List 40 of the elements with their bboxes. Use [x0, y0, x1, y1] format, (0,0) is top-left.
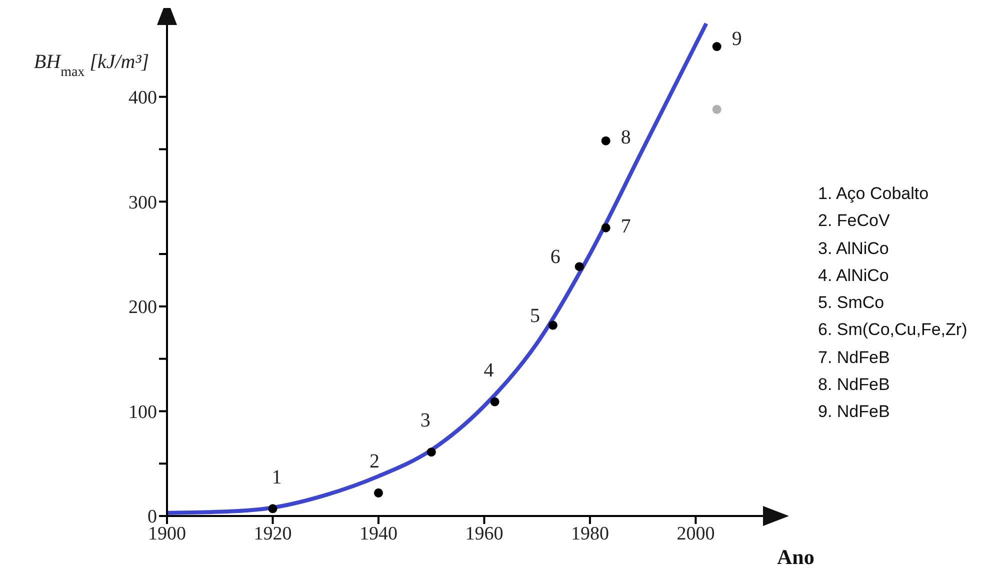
text: 3. AlNiCo — [818, 238, 890, 260]
x-tick-label: 1940 — [359, 523, 398, 544]
annotation: 8 — [620, 126, 631, 148]
y-tick-label: 200 — [128, 297, 157, 318]
annotation: 7 — [620, 215, 631, 238]
x-axis-title: Ano — [777, 545, 814, 568]
text: 7. NdFeB — [818, 346, 891, 369]
text: 1. Aço Cobalto — [818, 183, 930, 205]
annotation: 2 — [369, 450, 380, 473]
point — [374, 488, 383, 498]
point — [268, 504, 278, 514]
point — [601, 223, 610, 232]
point — [574, 262, 584, 272]
annotation: 1 — [272, 466, 282, 488]
y-tick-label: 100 — [128, 402, 157, 423]
x-tick-label: 1960 — [465, 523, 504, 544]
y-tick-label: 400 — [128, 88, 157, 109]
text: 2. FeCoV — [818, 210, 891, 232]
text: 8. NdFeB — [818, 374, 891, 396]
point — [601, 136, 610, 146]
text: 9. NdFeB — [818, 401, 891, 424]
point — [426, 448, 436, 457]
point — [490, 397, 500, 406]
point — [712, 42, 722, 52]
annotation: 3 — [420, 410, 430, 432]
x-tick-label: 1980 — [570, 523, 609, 544]
annotation: 5 — [530, 304, 540, 327]
y-axis-title: BH$_{max}$ [kJ/m³] — [34, 51, 149, 80]
text: 6. Sm(Co,Cu,Fe,Zr) — [818, 319, 968, 342]
text: 5. SmCo — [818, 292, 886, 314]
annotation: 6 — [550, 246, 560, 268]
point — [548, 320, 558, 330]
x-tick-label: 2000 — [676, 523, 715, 544]
text: 4. AlNiCo — [818, 264, 890, 287]
point — [712, 104, 722, 114]
x-tick-label: 1920 — [254, 523, 292, 544]
annotation: 9 — [732, 28, 742, 50]
line-series — [167, 21, 708, 515]
annotation: 4 — [484, 359, 494, 382]
y-tick-label: 300 — [128, 192, 157, 214]
